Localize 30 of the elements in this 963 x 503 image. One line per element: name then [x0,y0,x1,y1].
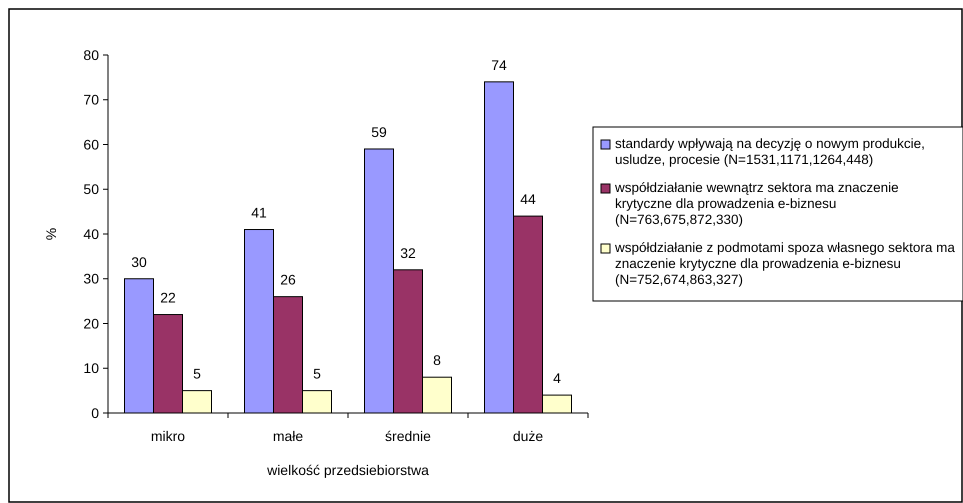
y-tick-label: 10 [83,360,100,376]
data-label: 32 [400,244,416,261]
y-tick-label: 30 [83,270,100,287]
y-tick-label: 0 [91,404,100,421]
data-label: 22 [160,290,176,306]
y-axis-title: % [43,228,59,240]
x-tick-label: średnie [385,428,432,444]
x-axis-title: wielkość przedsiebiorstwa [266,462,430,478]
legend-label: współdziałanie wewnątrz sektora ma znaczenie krytyczne dla prowadzenia e-biznesu (N=763,675,872,330) [614,180,899,227]
x-tick-label: małe [272,428,304,444]
legend-label: współdziałanie z podmotami spoza własnego sektora ma znaczenie krytyczne dla prowadzenia e-biznesu (N=752,674,863,327) [614,240,956,287]
y-tick-label: 50 [83,181,100,198]
y-tick-label: 60 [83,136,100,152]
data-label: 41 [251,204,267,221]
data-label: 5 [193,366,202,382]
x-tick-label: mikro [150,428,186,444]
data-label: 8 [433,352,442,368]
y-tick-label: 70 [83,92,100,108]
y-tick-label: 20 [83,315,100,332]
data-label: 30 [131,254,147,270]
data-label: 4 [553,370,562,386]
y-tick-label: 80 [83,46,100,63]
data-label: 26 [280,272,296,288]
data-label: 44 [520,191,536,208]
data-label: 74 [491,56,507,73]
data-label: 59 [371,124,387,140]
legend-label: standardy wpływają na decyzję o nowym produkcie, usludze, procesie (N=1531,1171,1264,448) [615,136,925,167]
x-tick-label: duże [512,428,544,444]
data-label: 5 [313,366,322,382]
y-tick-label: 40 [83,226,100,242]
